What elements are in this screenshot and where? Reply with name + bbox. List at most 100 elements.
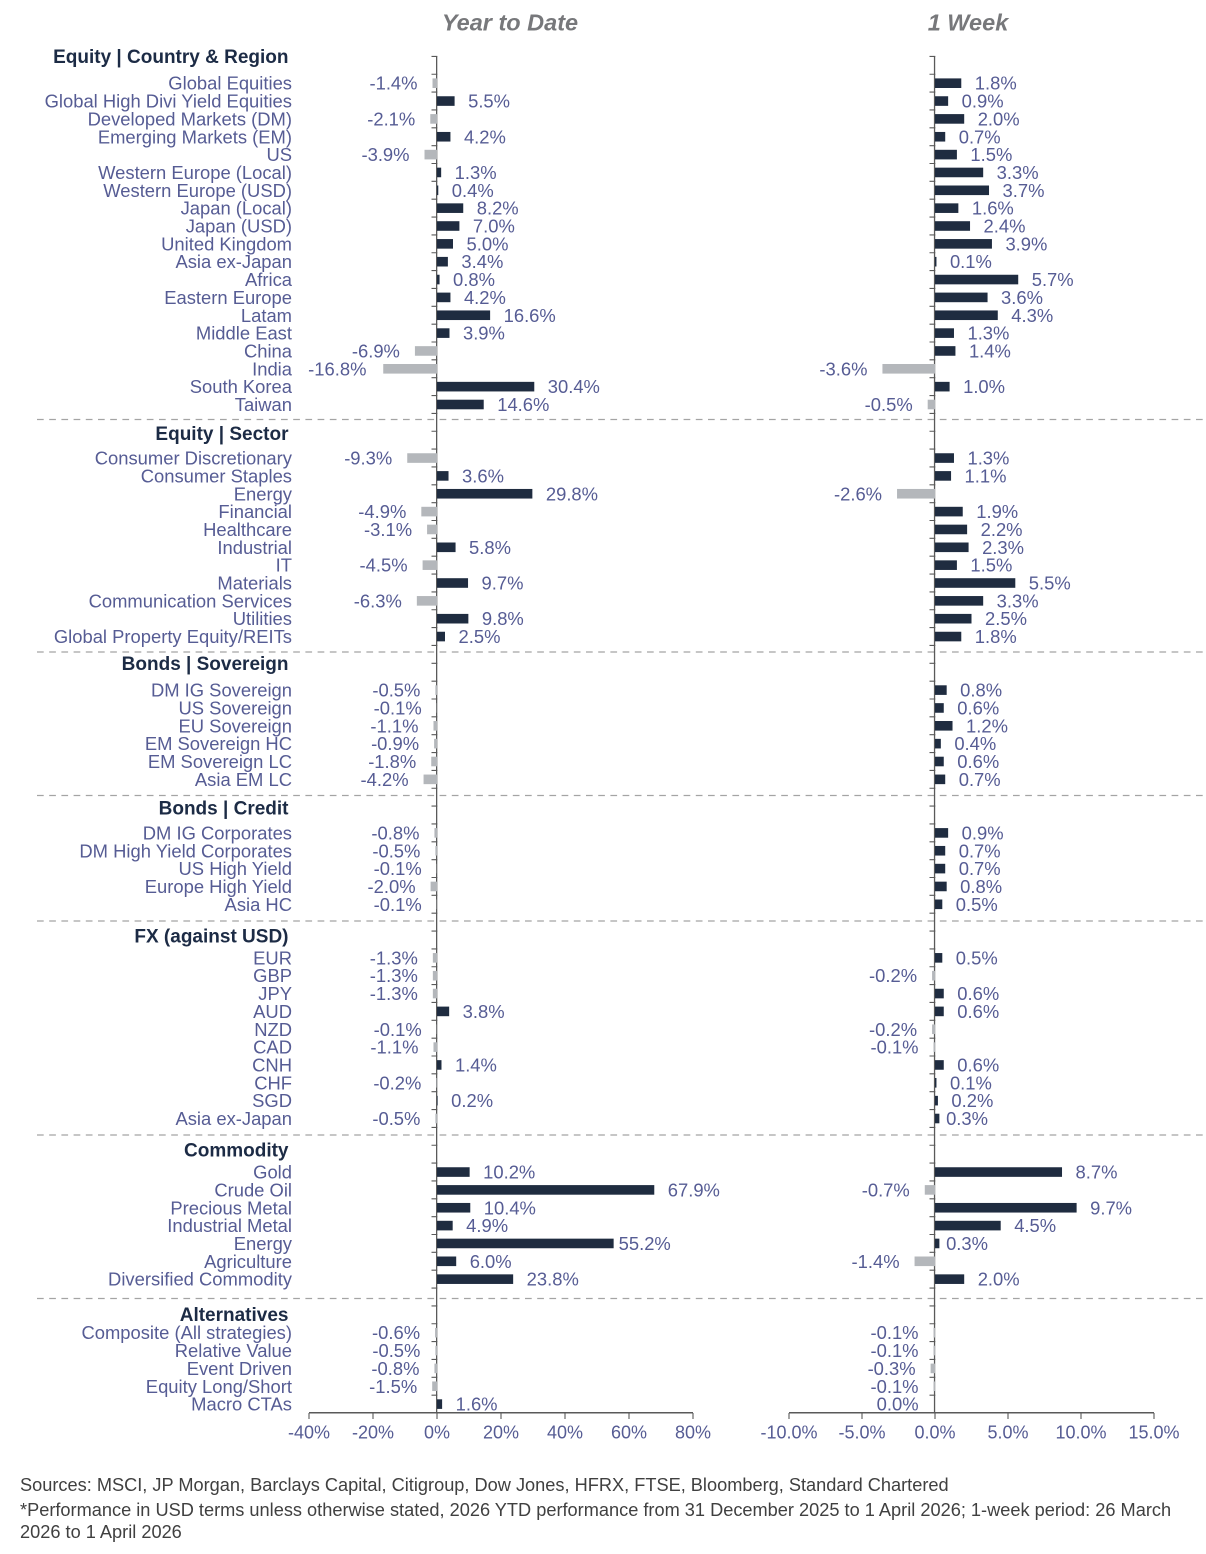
svg-text:80%: 80%: [675, 1423, 711, 1443]
svg-text:1.5%: 1.5%: [970, 144, 1012, 165]
svg-text:1.8%: 1.8%: [975, 73, 1017, 94]
svg-text:JPY: JPY: [258, 983, 292, 1004]
svg-text:SGD: SGD: [252, 1090, 292, 1111]
svg-text:NZD: NZD: [254, 1019, 292, 1040]
svg-text:Global Property Equity/REITs: Global Property Equity/REITs: [54, 626, 292, 647]
svg-text:-0.1%: -0.1%: [374, 697, 422, 718]
svg-text:0.6%: 0.6%: [957, 751, 999, 772]
svg-text:4.5%: 4.5%: [1014, 1215, 1056, 1236]
svg-text:0.6%: 0.6%: [957, 983, 999, 1004]
svg-text:0.1%: 0.1%: [950, 1072, 992, 1093]
svg-text:Energy: Energy: [234, 483, 293, 504]
svg-text:-2.6%: -2.6%: [834, 483, 882, 504]
svg-text:Asia ex-Japan: Asia ex-Japan: [175, 1108, 292, 1129]
svg-text:0.9%: 0.9%: [962, 822, 1004, 843]
svg-text:4.9%: 4.9%: [466, 1215, 508, 1236]
svg-text:1 Week: 1 Week: [928, 10, 1010, 36]
svg-text:-0.1%: -0.1%: [374, 858, 422, 879]
svg-text:Financial: Financial: [218, 501, 292, 522]
svg-text:0.3%: 0.3%: [946, 1108, 988, 1129]
svg-text:EU Sovereign: EU Sovereign: [179, 715, 292, 736]
svg-text:US: US: [266, 144, 292, 165]
svg-text:4.2%: 4.2%: [464, 287, 506, 308]
svg-text:-0.5%: -0.5%: [372, 1108, 420, 1129]
svg-text:-0.8%: -0.8%: [371, 1358, 419, 1379]
svg-text:-3.6%: -3.6%: [819, 358, 867, 379]
svg-text:3.3%: 3.3%: [997, 162, 1039, 183]
svg-text:3.9%: 3.9%: [463, 323, 505, 344]
svg-text:Year to Date: Year to Date: [442, 10, 578, 36]
svg-text:South Korea: South Korea: [190, 376, 293, 397]
svg-text:0.7%: 0.7%: [959, 126, 1001, 147]
svg-text:10.4%: 10.4%: [484, 1197, 536, 1218]
svg-text:-0.3%: -0.3%: [868, 1358, 916, 1379]
svg-text:1.3%: 1.3%: [967, 323, 1009, 344]
svg-text:1.4%: 1.4%: [455, 1054, 497, 1075]
svg-text:Equity | Sector: Equity | Sector: [155, 424, 289, 445]
svg-text:-40%: -40%: [288, 1423, 330, 1443]
svg-text:-1.1%: -1.1%: [370, 1037, 418, 1058]
svg-text:1.9%: 1.9%: [976, 501, 1018, 522]
svg-text:9.7%: 9.7%: [1090, 1197, 1132, 1218]
svg-text:-16.8%: -16.8%: [308, 358, 366, 379]
svg-text:5.0%: 5.0%: [467, 233, 509, 254]
svg-text:-1.3%: -1.3%: [370, 983, 418, 1004]
svg-text:Utilities: Utilities: [233, 608, 292, 629]
svg-text:Equity | Country & Region: Equity | Country & Region: [53, 47, 288, 68]
svg-text:Asia EM LC: Asia EM LC: [195, 769, 292, 790]
svg-text:0.7%: 0.7%: [959, 769, 1001, 790]
svg-text:Bonds | Sovereign: Bonds | Sovereign: [122, 654, 289, 675]
svg-text:7.0%: 7.0%: [473, 216, 515, 237]
svg-text:-0.2%: -0.2%: [869, 1019, 917, 1040]
svg-text:-2.1%: -2.1%: [367, 108, 415, 129]
svg-text:Emerging Markets (EM): Emerging Markets (EM): [98, 126, 292, 147]
svg-text:Bonds | Credit: Bonds | Credit: [159, 799, 290, 820]
svg-text:0.6%: 0.6%: [957, 1054, 999, 1075]
svg-text:0.5%: 0.5%: [956, 947, 998, 968]
svg-text:3.6%: 3.6%: [1001, 287, 1043, 308]
svg-text:2.0%: 2.0%: [978, 1269, 1020, 1290]
svg-text:9.8%: 9.8%: [482, 608, 524, 629]
svg-text:0.6%: 0.6%: [957, 697, 999, 718]
svg-text:2.3%: 2.3%: [982, 537, 1024, 558]
svg-text:1.4%: 1.4%: [969, 340, 1011, 361]
svg-text:1.6%: 1.6%: [972, 198, 1014, 219]
svg-text:-0.1%: -0.1%: [870, 1376, 918, 1397]
svg-text:Europe High Yield: Europe High Yield: [145, 876, 292, 897]
svg-text:-2.0%: -2.0%: [368, 876, 416, 897]
svg-text:14.6%: 14.6%: [497, 394, 549, 415]
svg-text:CNH: CNH: [252, 1054, 292, 1075]
svg-text:US Sovereign: US Sovereign: [179, 697, 292, 718]
svg-text:-0.5%: -0.5%: [372, 840, 420, 861]
svg-text:Event Driven: Event Driven: [187, 1358, 292, 1379]
svg-text:China: China: [244, 340, 293, 361]
svg-text:Industrial Metal: Industrial Metal: [167, 1215, 292, 1236]
svg-text:5.0%: 5.0%: [987, 1423, 1028, 1443]
svg-text:FX (against USD): FX (against USD): [134, 927, 288, 948]
svg-text:5.5%: 5.5%: [1029, 573, 1071, 594]
svg-text:-10.0%: -10.0%: [760, 1423, 817, 1443]
svg-text:Industrial: Industrial: [217, 537, 292, 558]
svg-text:Western Europe (Local): Western Europe (Local): [98, 162, 292, 183]
svg-text:0.2%: 0.2%: [451, 1090, 493, 1111]
svg-text:Relative Value: Relative Value: [175, 1340, 292, 1361]
svg-text:Commodity: Commodity: [184, 1141, 289, 1162]
svg-text:15.0%: 15.0%: [1128, 1423, 1179, 1443]
svg-text:-0.1%: -0.1%: [870, 1340, 918, 1361]
svg-text:0.7%: 0.7%: [959, 858, 1001, 879]
svg-text:1.5%: 1.5%: [970, 555, 1012, 576]
svg-text:-1.3%: -1.3%: [370, 947, 418, 968]
svg-text:2.2%: 2.2%: [981, 519, 1023, 540]
svg-text:Materials: Materials: [217, 573, 292, 594]
svg-text:Global Equities: Global Equities: [168, 73, 292, 94]
svg-text:GBP: GBP: [253, 965, 292, 986]
svg-text:1.0%: 1.0%: [963, 376, 1005, 397]
svg-text:CAD: CAD: [253, 1037, 292, 1058]
svg-text:0.1%: 0.1%: [950, 251, 992, 272]
svg-text:-1.8%: -1.8%: [368, 751, 416, 772]
svg-text:-0.9%: -0.9%: [371, 733, 419, 754]
svg-text:-0.2%: -0.2%: [373, 1072, 421, 1093]
svg-text:Middle East: Middle East: [196, 323, 292, 344]
svg-text:0.5%: 0.5%: [956, 894, 998, 915]
svg-text:-0.7%: -0.7%: [862, 1179, 910, 1200]
